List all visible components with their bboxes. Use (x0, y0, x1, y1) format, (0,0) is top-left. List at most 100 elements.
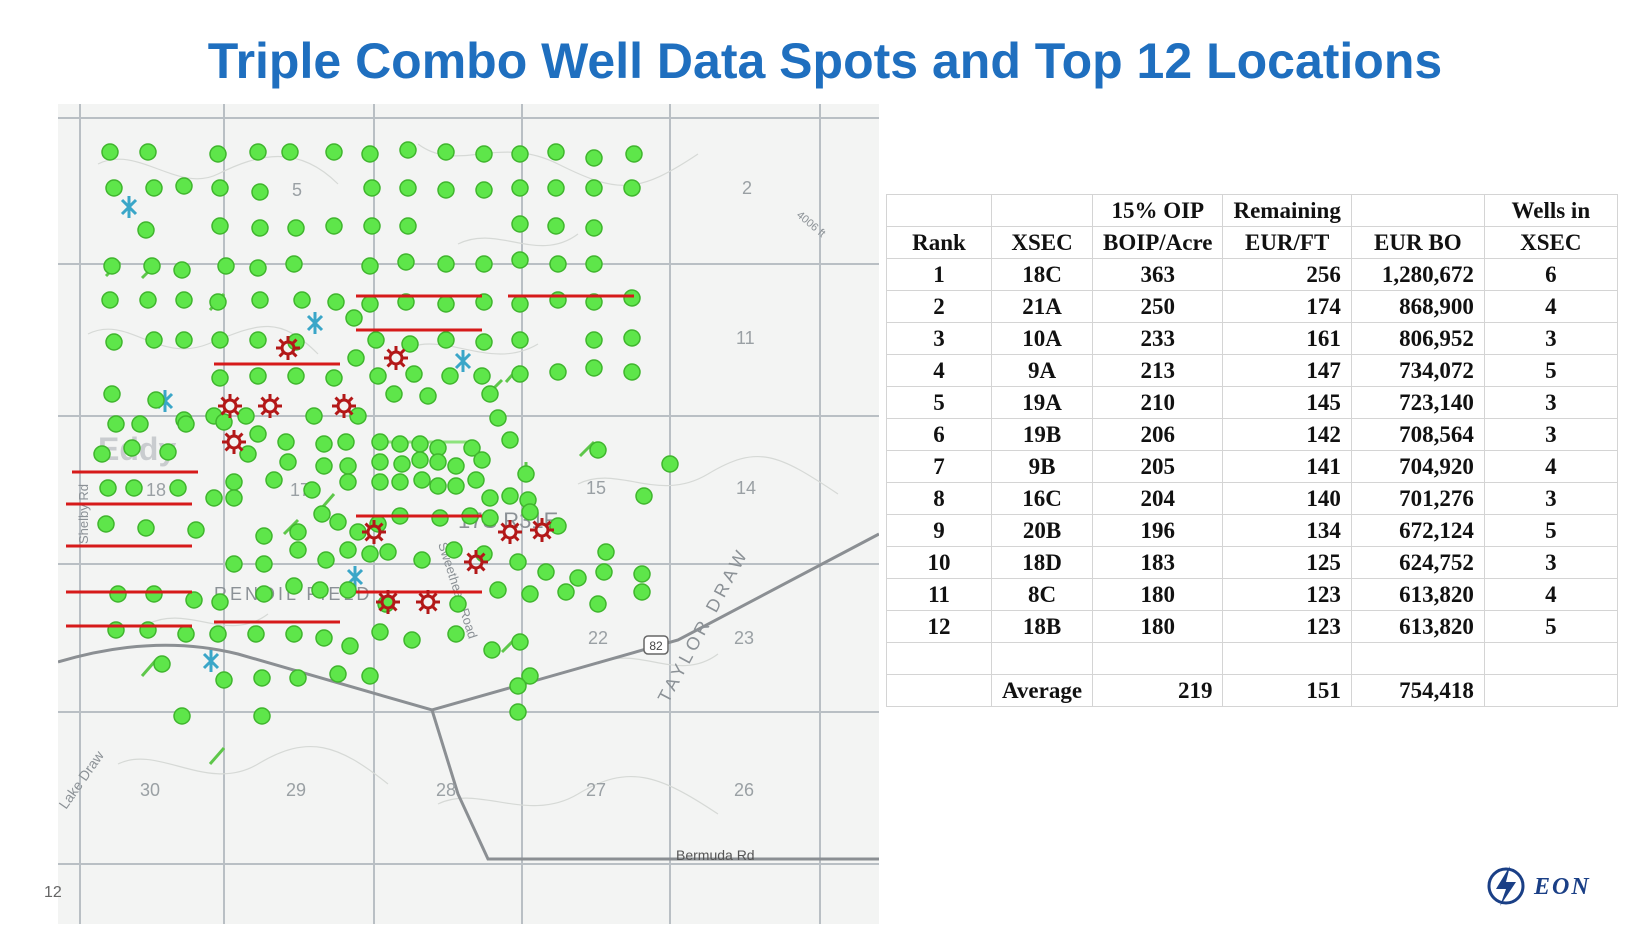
well-spot (211, 217, 229, 235)
well-spot (447, 457, 465, 475)
well-spot (625, 145, 643, 163)
well-spot (511, 251, 529, 269)
wells-cell: 3 (1483, 482, 1618, 515)
xsec-cell: 9B (990, 450, 1094, 483)
well-spot (345, 309, 363, 327)
well-spot (251, 219, 269, 237)
xsec-cell: 9A (990, 354, 1094, 387)
well-spot (173, 707, 191, 725)
well-spot (371, 453, 389, 471)
table-header-row: 15% OIP Remaining Wells in (886, 194, 1618, 227)
eur-bo-cell: 708,564 (1350, 418, 1485, 451)
well-spot (589, 595, 607, 613)
well-spot (339, 541, 357, 559)
well-spot (589, 441, 607, 459)
eon-logo (1487, 866, 1525, 906)
top-location-marker (464, 550, 488, 574)
top-location-marker (332, 394, 356, 418)
xsec-cell: 16C (990, 482, 1094, 515)
well-spot (489, 581, 507, 599)
table-row: 5 19A 210 145 723,140 3 (886, 386, 1618, 419)
well-spot (521, 585, 539, 603)
well-spot (107, 621, 125, 639)
well-spot (289, 523, 307, 541)
well-spot (483, 641, 501, 659)
average-label: Average (990, 674, 1094, 707)
wells-cell: 3 (1483, 386, 1618, 419)
boip-cell: 206 (1092, 418, 1224, 451)
section-label: 14 (736, 478, 756, 498)
well-spot (635, 487, 653, 505)
well-spot (249, 331, 267, 349)
well-spot (585, 179, 603, 197)
top-location-marker (258, 394, 282, 418)
well-spot (209, 145, 227, 163)
well-spot (547, 217, 565, 235)
eur-ft-cell: 123 (1222, 578, 1352, 611)
section-label: 11 (736, 328, 755, 348)
well-spot (481, 489, 499, 507)
section-grid (58, 104, 879, 924)
eur-bo-cell: 704,920 (1350, 450, 1485, 483)
well-spot (521, 667, 539, 685)
well-spot (509, 677, 527, 695)
well-spot (287, 367, 305, 385)
eur-ft-cell: 145 (1222, 386, 1352, 419)
boip-cell: 363 (1092, 258, 1224, 291)
boip-cell: 180 (1092, 610, 1224, 643)
table-header-cell: Rank (886, 226, 992, 259)
wells-cell: 5 (1483, 514, 1618, 547)
well-spot (255, 585, 273, 603)
cross-section-lines (66, 294, 634, 628)
well-spot (411, 451, 429, 469)
xsec-cell: 18C (990, 258, 1094, 291)
well-spot (329, 665, 347, 683)
well-spot (361, 545, 379, 563)
table-header-cell (1350, 194, 1485, 227)
wells-cell: 3 (1483, 546, 1618, 579)
well-spot (445, 541, 463, 559)
well-spot (413, 471, 431, 489)
rank-cell: 9 (886, 514, 992, 547)
well-spot (401, 335, 419, 353)
well-spot (391, 435, 409, 453)
roads (58, 532, 879, 861)
wells-cell: 5 (1483, 354, 1618, 387)
well-spot (169, 479, 187, 497)
well-spot (211, 593, 229, 611)
eur-bo-cell: 701,276 (1350, 482, 1485, 515)
xsec-cell: 18B (990, 610, 1094, 643)
well-spot (285, 255, 303, 273)
well-spot (473, 367, 491, 385)
table-row: 3 10A 233 161 806,952 3 (886, 322, 1618, 355)
average-eur-bo: 754,418 (1350, 674, 1485, 707)
wells-cell: 5 (1483, 610, 1618, 643)
well-spot (661, 455, 679, 473)
boip-cell: 183 (1092, 546, 1224, 579)
well-spot (305, 407, 323, 425)
well-spot (511, 179, 529, 197)
table-row: 4 9A 213 147 734,072 5 (886, 354, 1618, 387)
well-spot (339, 473, 357, 491)
well-spot (597, 543, 615, 561)
well-spot (437, 295, 455, 313)
well-spot (185, 591, 203, 609)
well-spot (211, 179, 229, 197)
well-data-spots (93, 141, 679, 725)
well-spot (385, 385, 403, 403)
well-spot (481, 385, 499, 403)
table-cell (1483, 674, 1618, 707)
wells-cell: 3 (1483, 418, 1618, 451)
well-spot (225, 555, 243, 573)
well-spot (379, 543, 397, 561)
well-spot (237, 407, 255, 425)
well-spot (463, 439, 481, 457)
well-spot (403, 631, 421, 649)
well-spot (349, 407, 367, 425)
eur-ft-cell: 134 (1222, 514, 1352, 547)
well-spot (211, 369, 229, 387)
well-spot (549, 255, 567, 273)
eur-bo-cell: 868,900 (1350, 290, 1485, 323)
well-spot (103, 385, 121, 403)
well-spot (549, 363, 567, 381)
